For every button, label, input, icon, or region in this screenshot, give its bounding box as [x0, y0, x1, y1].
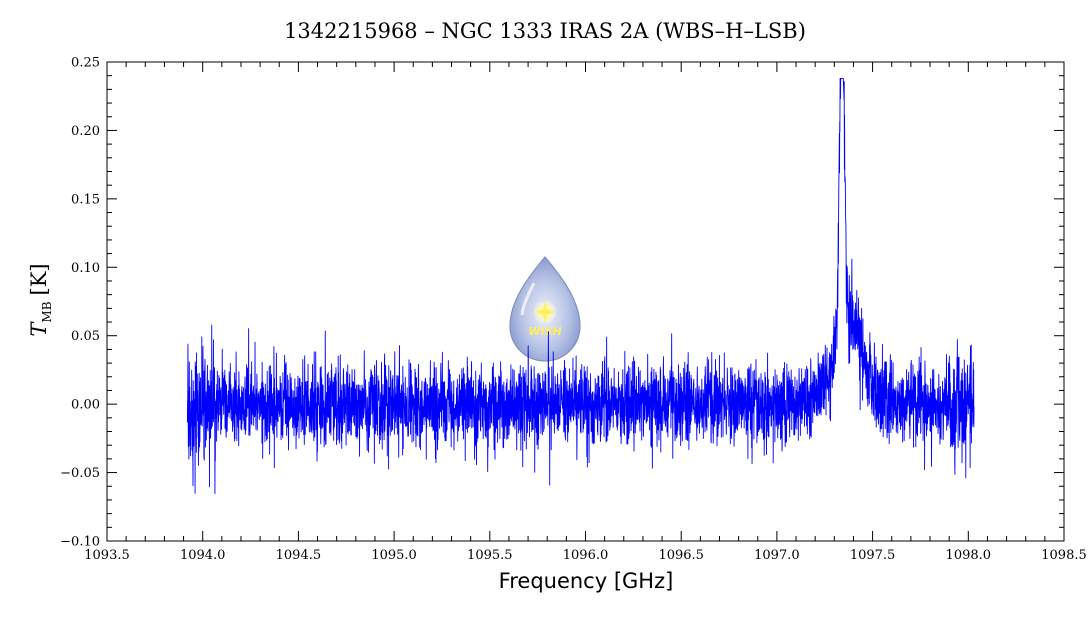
y-tick-label: 0.15	[71, 192, 100, 207]
spectrum-series	[186, 77, 975, 495]
x-tick-label: 1095.5	[467, 548, 513, 563]
chart-title: 1342215968 – NGC 1333 IRAS 2A (WBS–H–LSB…	[284, 19, 806, 43]
y-axis-label-sub: MB	[40, 301, 54, 322]
y-axis-label-unit: [K]	[27, 263, 51, 295]
plot-area	[186, 77, 975, 495]
y-tick-label: 0.05	[71, 329, 100, 344]
x-tick-label: 1097.0	[754, 548, 800, 563]
y-tick-label: 0.10	[71, 261, 100, 276]
logo-text: WISH	[528, 325, 561, 338]
x-tick-label: 1097.5	[850, 548, 896, 563]
y-tick-label: 0.25	[71, 56, 100, 71]
y-tick-label: 0.00	[71, 398, 100, 413]
x-tick-label: 1098.0	[946, 548, 992, 563]
y-tick-label: −0.05	[60, 466, 100, 481]
x-tick-label: 1098.5	[1041, 548, 1087, 563]
y-axis-label-main: T	[27, 321, 51, 337]
y-tick-label: −0.10	[60, 535, 100, 550]
x-tick-label: 1096.5	[658, 548, 704, 563]
axes: 1093.5 1094.0 1094.5 1095.0 1095.5 1096.0 1096…	[60, 56, 1087, 564]
wish-logo: WISH	[509, 256, 581, 362]
y-axis-label: TMB [K]	[27, 263, 54, 336]
y-tick-label: 0.20	[71, 124, 100, 139]
x-tick-label: 1094.0	[180, 548, 226, 563]
x-tick-label: 1096.0	[563, 548, 609, 563]
x-tick-label: 1094.5	[276, 548, 322, 563]
x-axis-label: Frequency [GHz]	[499, 569, 674, 593]
plot-frame	[106, 61, 1065, 542]
x-tick-label: 1095.0	[371, 548, 417, 563]
x-tick-label: 1093.5	[84, 548, 130, 563]
